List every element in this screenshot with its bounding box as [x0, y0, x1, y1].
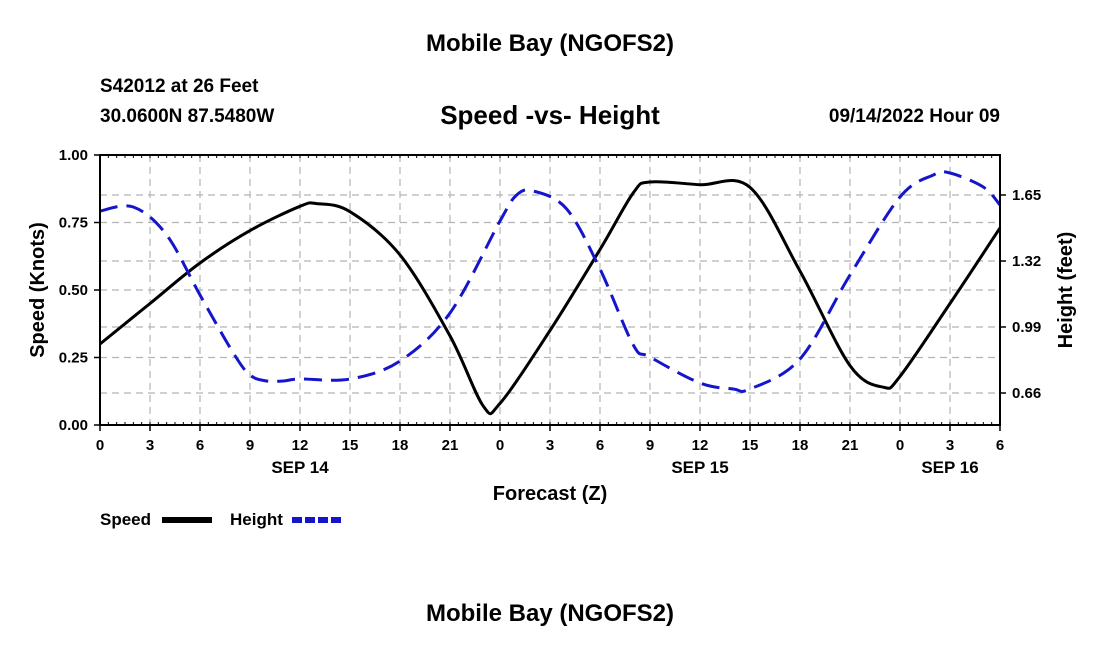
y2-tick-label: 1.32 — [1012, 253, 1041, 270]
x-tick-label: 18 — [792, 437, 809, 454]
station-label: S42012 at 26 Feet — [100, 76, 259, 97]
y2-axis-title: Height (feet) — [1055, 232, 1077, 349]
x-tick-label: 9 — [246, 437, 254, 454]
x-tick-label: 15 — [742, 437, 759, 454]
y-tick-label: 0.25 — [59, 350, 88, 367]
series-layer — [99, 170, 1002, 416]
x-tick-label: 12 — [292, 437, 309, 454]
x-tick-label: 0 — [96, 437, 104, 454]
x-tick-label: 0 — [496, 437, 504, 454]
date-label: SEP 14 — [271, 458, 329, 477]
y-axis-title: Speed (Knots) — [27, 222, 49, 358]
tick-layer: 0 3 6 9 12 15 18 21 0 3 6 9 12 15 18 21 0 3 6 SEP 14 SEP 15 S… — [59, 147, 1041, 477]
forecast-datetime: 09/14/2022 Hour 09 — [828, 106, 1000, 127]
legend-label-speed: Speed — [100, 510, 151, 529]
x-tick-label: 21 — [842, 437, 859, 454]
x-axis-title: Forecast (Z) — [493, 483, 607, 505]
date-label: SEP 15 — [671, 458, 728, 477]
y-tick-label: 0.50 — [59, 282, 88, 299]
x-tick-label: 21 — [442, 437, 459, 454]
date-label: SEP 16 — [921, 458, 978, 477]
x-tick-label: 6 — [596, 437, 604, 454]
y-tick-label: 0.00 — [59, 417, 88, 434]
x-tick-label: 3 — [146, 437, 154, 454]
coordinates-label: 30.0600N 87.5480W — [100, 106, 275, 127]
x-tick-label: 18 — [392, 437, 409, 454]
y2-tick-label: 0.66 — [1012, 385, 1041, 402]
footer-title: Mobile Bay (NGOFS2) — [425, 600, 675, 627]
y2-tick-label: 0.99 — [1012, 319, 1041, 336]
x-tick-label: 3 — [546, 437, 554, 454]
chart-title: Mobile Bay (NGOFS2) — [425, 30, 675, 57]
x-tick-label: 9 — [646, 437, 654, 454]
legend: Speed Height — [100, 510, 342, 529]
series-line-height — [99, 170, 1002, 393]
x-tick-label: 12 — [692, 437, 709, 454]
legend-label-height: Height — [230, 510, 283, 529]
x-tick-label: 15 — [342, 437, 359, 454]
series-line-speed — [99, 178, 1002, 416]
x-tick-label: 3 — [946, 437, 954, 454]
chart-subtitle: Speed -vs- Height — [440, 100, 660, 130]
x-tick-label: 6 — [196, 437, 204, 454]
y2-tick-label: 1.65 — [1012, 187, 1041, 204]
y-tick-label: 1.00 — [59, 147, 88, 164]
x-tick-label: 0 — [896, 437, 904, 454]
y-tick-label: 0.75 — [59, 215, 88, 232]
x-tick-label: 6 — [996, 437, 1004, 454]
